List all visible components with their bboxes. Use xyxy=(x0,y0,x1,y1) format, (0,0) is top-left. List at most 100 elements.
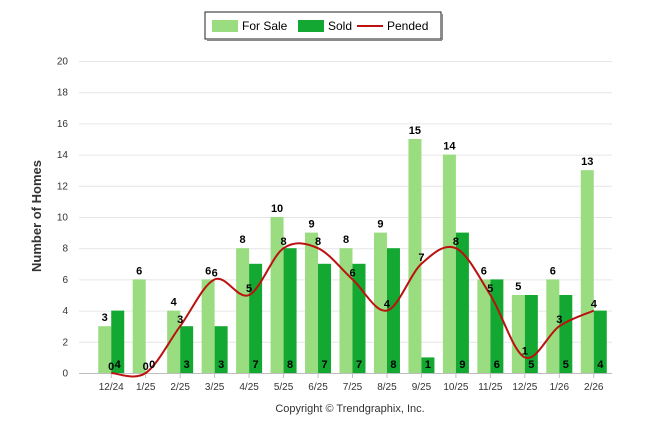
x-tick-label: 3/25 xyxy=(205,382,225,393)
x-tick-label: 5/25 xyxy=(274,382,294,393)
x-tick-label: 12/25 xyxy=(512,382,537,393)
bar-for-sale xyxy=(511,295,525,373)
y-tick-label: 18 xyxy=(57,88,69,99)
y-tick-label: 14 xyxy=(57,150,69,161)
legend-label-pended: Pended xyxy=(387,19,428,33)
data-label-for-sale: 5 xyxy=(515,281,521,293)
data-label-pended: 3 xyxy=(177,314,183,326)
bar-for-sale xyxy=(580,170,594,373)
bars xyxy=(98,139,607,373)
bar-for-sale xyxy=(546,279,560,373)
data-label-sold: 7 xyxy=(356,359,362,371)
legend-label-for-sale: For Sale xyxy=(242,19,288,33)
y-axis-title: Number of Homes xyxy=(29,160,44,272)
bar-sold xyxy=(180,326,194,373)
bar-for-sale xyxy=(270,217,284,373)
data-label-pended: 5 xyxy=(487,283,493,295)
data-label-for-sale: 4 xyxy=(171,297,178,309)
x-tick-label: 4/25 xyxy=(239,382,259,393)
x-tick-label: 1/25 xyxy=(136,382,156,393)
data-label-pended: 7 xyxy=(418,252,424,264)
bar-sold xyxy=(421,357,435,373)
y-tick-label: 12 xyxy=(57,181,69,192)
data-label-pended: 1 xyxy=(522,345,528,357)
y-tick-label: 2 xyxy=(62,337,68,348)
data-label-for-sale: 9 xyxy=(308,219,314,231)
data-label-pended: 6 xyxy=(349,267,355,279)
pended-line xyxy=(111,242,595,378)
bar-for-sale xyxy=(201,279,215,373)
bar-for-sale xyxy=(132,279,146,373)
pended-line-path xyxy=(111,242,595,378)
bar-sold xyxy=(249,263,263,373)
data-label-pended: 0 xyxy=(108,361,114,373)
bar-for-sale xyxy=(167,310,181,373)
legend-swatch-sold xyxy=(298,20,324,32)
y-tick-label: 16 xyxy=(57,119,69,130)
bar-for-sale xyxy=(305,232,319,373)
data-label-for-sale: 8 xyxy=(240,234,246,246)
x-tick-label: 6/25 xyxy=(308,382,328,393)
bar-sold xyxy=(214,326,228,373)
data-label-sold: 5 xyxy=(563,359,569,371)
data-label-pended: 0 xyxy=(143,361,149,373)
data-label-sold: 5 xyxy=(528,359,534,371)
y-tick-label: 6 xyxy=(62,275,68,286)
bar-for-sale xyxy=(442,154,456,373)
x-axis-ticks: 12/24 1/25 2/25 3/25 4/25 5/25 6/25 7/25 8/25 9/2… xyxy=(99,374,604,393)
x-tick-label: 7/25 xyxy=(343,382,363,393)
bar-sold xyxy=(455,232,469,373)
bar-for-sale xyxy=(339,248,353,373)
data-label-sold: 3 xyxy=(184,359,190,371)
data-label-for-sale: 6 xyxy=(481,265,487,277)
data-label-for-sale: 14 xyxy=(443,141,456,153)
y-axis-ticks: 0 2 4 6 8 10 12 14 16 18 20 xyxy=(57,57,69,380)
data-label-for-sale: 6 xyxy=(550,265,556,277)
x-tick-label: 8/25 xyxy=(377,382,397,393)
data-label-sold: 8 xyxy=(390,359,396,371)
data-label-for-sale: 10 xyxy=(271,203,283,215)
data-label-pended: 8 xyxy=(281,236,287,248)
x-tick-label: 2/26 xyxy=(584,382,604,393)
bar-sold xyxy=(283,248,297,373)
bar-for-sale xyxy=(408,139,422,373)
data-label-pended: 5 xyxy=(246,283,252,295)
y-tick-label: 10 xyxy=(57,213,69,224)
bar-sold xyxy=(111,310,125,373)
data-label-pended: 8 xyxy=(315,236,321,248)
data-label-sold: 7 xyxy=(321,359,327,371)
data-label-for-sale: 13 xyxy=(581,156,593,168)
bar-sold xyxy=(318,263,332,373)
data-label-pended: 8 xyxy=(453,236,459,248)
bar-sold xyxy=(524,295,538,373)
legend-swatch-for-sale xyxy=(212,20,238,32)
y-tick-label: 0 xyxy=(62,369,68,380)
data-label-sold: 4 xyxy=(115,359,122,371)
x-tick-label: 12/24 xyxy=(99,382,124,393)
bar-sold xyxy=(593,310,607,373)
y-tick-label: 20 xyxy=(57,57,69,68)
bar-sold xyxy=(559,295,573,373)
data-label-sold: 1 xyxy=(425,359,431,371)
legend: For Sale Sold Pended xyxy=(204,11,443,41)
data-label-sold: 8 xyxy=(287,359,293,371)
data-label-sold: 9 xyxy=(459,359,465,371)
data-label-pended: 4 xyxy=(591,299,598,311)
data-label-for-sale: 6 xyxy=(136,265,142,277)
data-label-for-sale: 6 xyxy=(205,265,211,277)
data-label-for-sale: 8 xyxy=(343,234,349,246)
x-tick-label: 11/25 xyxy=(478,382,503,393)
x-tick-label: 9/25 xyxy=(412,382,432,393)
legend-label-sold: Sold xyxy=(328,19,352,33)
bar-sold xyxy=(386,248,400,373)
data-label-for-sale: 15 xyxy=(409,125,421,137)
data-label-for-sale: 9 xyxy=(377,219,383,231)
bar-for-sale xyxy=(373,232,387,373)
data-label-pended: 4 xyxy=(384,299,391,311)
data-label-sold: 0 xyxy=(149,359,155,371)
x-tick-label: 2/25 xyxy=(170,382,190,393)
y-tick-label: 4 xyxy=(62,306,68,317)
